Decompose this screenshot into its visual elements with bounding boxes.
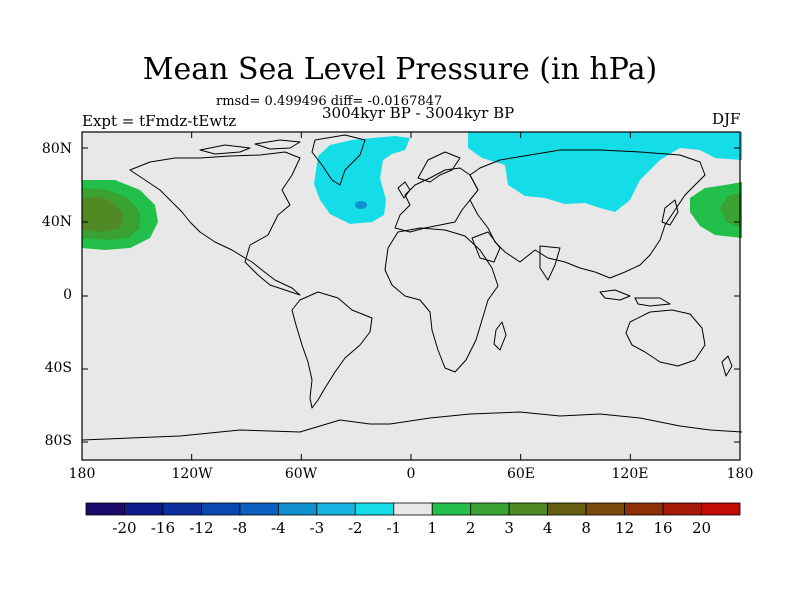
- lat-label-40s: 40S: [44, 360, 72, 376]
- colorbar-swatch: [470, 502, 510, 516]
- colorbar-label: -8: [232, 519, 248, 537]
- north-atlantic-low-region: [314, 136, 410, 224]
- lat-label-0: 0: [63, 287, 72, 303]
- colorbar-label: -4: [271, 519, 286, 537]
- axis-ticks: [81, 132, 741, 460]
- colorbar-swatch: [354, 502, 395, 516]
- asia-coast: [469, 149, 706, 279]
- colorbar-label: -1: [386, 519, 402, 537]
- colorbar-swatch: [508, 502, 549, 516]
- colorbar-swatch: [431, 502, 472, 516]
- siberian-low-region: [468, 132, 742, 212]
- colorbar-label: 8: [581, 519, 591, 537]
- colorbar-swatch: [124, 502, 164, 516]
- colorbar-label: -16: [150, 519, 176, 537]
- colorbar-swatch: [277, 502, 318, 516]
- lon-label-180e: 180: [726, 466, 754, 482]
- colorbar-swatch: [701, 502, 741, 516]
- colorbar-label: -12: [189, 519, 214, 537]
- colorbar-swatch: [585, 502, 625, 516]
- antarctica-coast: [81, 411, 743, 441]
- lon-label-120w: 120W: [171, 466, 213, 482]
- colorbar-swatch: [85, 502, 125, 516]
- lon-label-0: 0: [406, 466, 416, 482]
- colorbar-label: -2: [347, 519, 363, 537]
- colorbar: [85, 502, 741, 516]
- colorbar-swatch: [662, 502, 702, 516]
- colorbar-label: 20: [691, 519, 712, 537]
- colorbar-label: -3: [309, 519, 325, 537]
- colorbar-swatch: [162, 502, 202, 516]
- south-america-coast: [291, 291, 373, 409]
- colorbar-label: 12: [615, 519, 635, 537]
- colorbar-label: 1: [427, 519, 437, 537]
- lat-label-80n: 80N: [41, 141, 72, 157]
- north-america-coast: [129, 151, 301, 296]
- colorbar-swatch: [316, 502, 356, 516]
- experiment-label: Expt = tFmdz-tEwtz: [82, 112, 237, 130]
- lon-label-60w: 60W: [284, 466, 318, 482]
- time-period: 3004kyr BP - 3004kyr BP: [322, 104, 515, 122]
- colorbar-swatch: [393, 502, 433, 516]
- africa-coast: [384, 227, 499, 373]
- colorbar-label: 4: [542, 519, 553, 537]
- colorbar-swatch: [239, 502, 279, 516]
- atlantic-low-core: [355, 201, 367, 209]
- lon-label-120e: 120E: [611, 466, 649, 482]
- colorbar-swatch: [201, 502, 241, 516]
- colorbar-label: 2: [465, 519, 476, 537]
- colorbar-swatch: [547, 502, 587, 516]
- australia-coast: [625, 309, 706, 367]
- rmsd-diff-stats: rmsd= 0.499496 diff= -0.0167847: [216, 94, 443, 109]
- colorbar-label: -20: [112, 519, 137, 537]
- colorbar-swatch: [624, 502, 664, 516]
- season-label: DJF: [712, 110, 741, 128]
- greenland-coast: [311, 134, 366, 186]
- lat-label-80s: 80S: [44, 433, 72, 449]
- north-pacific-high-west-center: [82, 196, 124, 232]
- lon-label-180w: 180: [68, 466, 96, 482]
- colorbar-label: 16: [653, 519, 673, 537]
- lon-label-60e: 60E: [506, 466, 536, 482]
- colorbar-label: 3: [504, 519, 514, 537]
- lat-label-40n: 40N: [41, 214, 72, 230]
- coastlines: [81, 134, 743, 441]
- north-pacific-high-east-core: [720, 192, 742, 228]
- map-background: [82, 132, 740, 460]
- anomaly-shading: [82, 132, 742, 250]
- plot-title: Mean Sea Level Pressure (in hPa): [142, 52, 658, 87]
